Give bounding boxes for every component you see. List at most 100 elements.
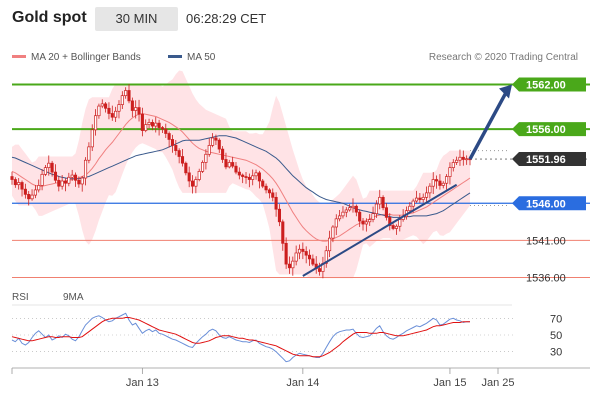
ma50-swatch: [168, 54, 182, 58]
bollinger-band: [12, 70, 470, 279]
candle-body: [331, 226, 335, 239]
candle-body: [445, 176, 449, 184]
candle-body: [277, 208, 281, 223]
candle-body: [247, 176, 251, 180]
candle-body: [287, 263, 292, 269]
candle-body: [291, 260, 295, 269]
candle-body: [147, 122, 151, 125]
instrument-title: Gold spot: [12, 9, 87, 26]
candle-body: [47, 162, 51, 168]
candle-body: [194, 179, 198, 187]
candle-body: [37, 185, 41, 191]
candle-body: [458, 156, 462, 161]
candle-body: [110, 113, 114, 118]
candle-body: [83, 159, 88, 179]
candle-body: [351, 205, 355, 209]
rsi-line: [11, 312, 470, 363]
uptrend-line: [302, 183, 458, 277]
ma20-label: MA 20 + Bollinger Bands: [31, 52, 141, 63]
candle-body: [177, 150, 181, 157]
level-label-tag: [512, 122, 586, 137]
candle-body: [67, 176, 71, 184]
candle-body: [364, 221, 368, 225]
candle-body: [150, 122, 154, 127]
trend-layer: [302, 84, 512, 277]
level-label: 1562.00: [526, 80, 566, 92]
candle-body: [391, 225, 395, 229]
timeframe-selector[interactable]: 30 MIN: [95, 7, 178, 31]
candle-body: [211, 137, 215, 146]
candle-body: [408, 205, 412, 212]
level-label-tag: [512, 77, 586, 92]
candle-body: [281, 221, 285, 244]
candle-body: [100, 103, 104, 107]
candle-body: [465, 158, 469, 161]
candle-body: [257, 172, 261, 182]
candle-body: [53, 171, 58, 181]
candle-body: [60, 180, 64, 187]
rsi-layer: 30 50 70: [11, 304, 562, 363]
candle-body: [254, 172, 258, 177]
candle-body: [227, 162, 231, 168]
candle-body: [297, 248, 302, 254]
candle-body: [274, 196, 278, 210]
candle-body: [241, 174, 245, 177]
candle-body: [341, 211, 345, 217]
ma50-label: MA 50: [187, 52, 216, 63]
candle-body: [244, 176, 248, 178]
rsi-tick-label: 70: [550, 313, 562, 325]
candle-body: [234, 165, 238, 173]
level-label: 1556.00: [526, 124, 566, 136]
candle-body: [264, 185, 268, 191]
time-axis-label: Jan 14: [286, 377, 319, 389]
candle-body: [70, 174, 74, 178]
candle-body: [307, 254, 312, 260]
candle-body: [231, 162, 235, 167]
candle-body: [187, 172, 191, 182]
candle-body: [358, 211, 362, 222]
moving-average-layer: [11, 112, 510, 242]
candle-body: [251, 175, 255, 180]
candle-body: [338, 215, 342, 220]
candle-body: [87, 146, 91, 161]
candle-body: [461, 156, 465, 160]
rsi-tick-label: 30: [550, 347, 562, 359]
candle-body: [237, 171, 241, 176]
candle-body: [414, 197, 419, 202]
candle-body: [33, 189, 37, 196]
rsi-ma9-line: [11, 317, 470, 358]
candle-body: [354, 205, 358, 213]
candle-body: [324, 250, 328, 264]
candle-body: [418, 197, 422, 200]
candle-body: [384, 207, 388, 218]
candles-layer: [10, 84, 472, 279]
level-label: 1536.00: [526, 272, 566, 284]
level-labels-layer: 1562.00 1556.00 1551.96 1546.00 1541.00 1536.…: [512, 77, 586, 284]
candle-body: [271, 192, 275, 198]
ma20-swatch: [12, 54, 26, 58]
candle-body: [157, 122, 161, 128]
ma9-label: 9MA: [63, 292, 84, 303]
level-label: 1541.00: [526, 235, 566, 247]
candle-body: [334, 218, 338, 228]
legend-ma50: MA 50: [168, 52, 215, 63]
timestamp: 06:28:29 CET: [186, 11, 267, 26]
time-axis-label: Jan 13: [126, 377, 159, 389]
level-label: 1551.96: [526, 154, 566, 166]
candle-body: [63, 180, 68, 184]
candle-body: [144, 124, 148, 131]
candle-body: [160, 127, 164, 130]
rsi-label: RSI: [12, 292, 29, 303]
candle-body: [204, 153, 208, 163]
candle-body: [348, 207, 352, 211]
candle-body: [344, 209, 348, 213]
candle-body: [57, 179, 61, 187]
header: Gold spot 30 MIN 06:28:29 CET: [0, 0, 590, 38]
candle-body: [114, 110, 118, 118]
time-axis-label: Jan 15: [433, 377, 466, 389]
candle-body: [130, 100, 134, 111]
candle-body: [428, 185, 432, 194]
ma50-line: [11, 135, 471, 218]
time-axis-layer: Jan 13 Jan 14 Jan 15 Jan 25: [11, 367, 590, 389]
candle-body: [371, 213, 375, 220]
